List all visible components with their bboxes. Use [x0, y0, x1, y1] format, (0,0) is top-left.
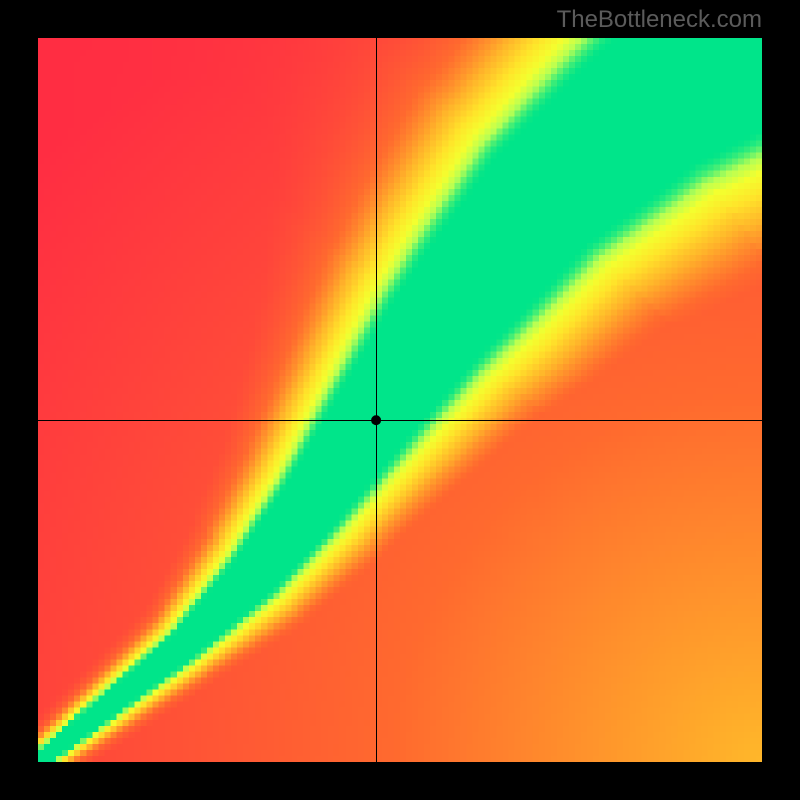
crosshair-overlay — [0, 0, 800, 800]
watermark-text: TheBottleneck.com — [557, 6, 762, 34]
chart-container: TheBottleneck.com — [0, 0, 800, 800]
